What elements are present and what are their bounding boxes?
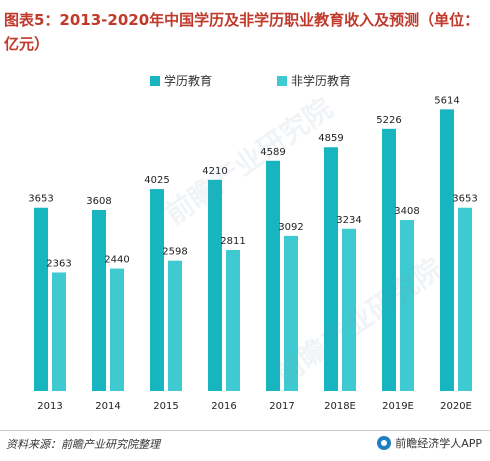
data-label-series-a-2016: 4210: [202, 166, 227, 177]
bar-series-b-2020E: [458, 207, 472, 391]
bar-series-a-2016: [208, 179, 222, 391]
legend-label-series-b: 非学历教育: [291, 74, 352, 88]
data-label-series-b-2020E: 3653: [452, 194, 477, 205]
chart-legend: 学历教育 非学历教育: [0, 72, 490, 92]
x-tick-label-2013: 2013: [37, 401, 62, 412]
bar-series-a-2017: [266, 160, 280, 391]
x-tick-label-2016: 2016: [211, 401, 236, 412]
data-label-series-a-2018E: 4859: [318, 133, 343, 144]
data-label-series-b-2016: 2811: [220, 236, 245, 247]
x-tick-label-2018E: 2018E: [324, 401, 356, 412]
bar-series-b-2017: [284, 235, 298, 391]
source-note: 资料来源：前瞻产业研究院整理: [6, 438, 160, 451]
brand-name: 前瞻经济学人APP: [395, 437, 482, 450]
brand-logo-icon: [377, 436, 392, 450]
data-label-series-b-2019E: 3408: [394, 206, 419, 217]
brand-label: 前瞻经济学人APP: [377, 435, 482, 451]
data-label-series-a-2017: 4589: [260, 147, 285, 158]
bar-series-b-2019E: [400, 220, 414, 391]
bar-series-a-2013: [34, 207, 48, 391]
data-label-series-a-2020E: 5614: [434, 95, 459, 106]
bar-series-b-2015: [168, 260, 182, 391]
data-label-series-b-2015: 2598: [162, 247, 187, 258]
bar-series-a-2020E: [440, 109, 454, 392]
x-tick-label-2020E: 2020E: [440, 401, 472, 412]
bar-series-a-2019E: [382, 128, 396, 392]
data-label-series-a-2015: 4025: [144, 175, 169, 186]
data-label-series-a-2014: 3608: [86, 196, 111, 207]
data-label-series-a-2019E: 5226: [376, 115, 401, 126]
bar-series-b-2014: [110, 268, 124, 391]
bar-series-a-2018E: [324, 147, 338, 391]
data-label-series-b-2013: 2363: [46, 258, 71, 269]
bar-series-a-2014: [92, 209, 106, 391]
bar-series-b-2018E: [342, 228, 356, 391]
bar-series-b-2013: [52, 272, 66, 391]
legend-label-series-a: 学历教育: [164, 74, 213, 88]
bar-series-a-2015: [150, 189, 164, 391]
bar-series-b-2016: [226, 249, 240, 391]
legend-swatch-series-a: [150, 75, 160, 86]
x-tick-label-2019E: 2019E: [382, 401, 414, 412]
data-label-series-b-2018E: 3234: [336, 215, 361, 226]
bar-chart: 3653 2363 2013 3608 2440 2014 4025 2598 2015 4210…: [28, 95, 477, 412]
chart-title: 图表5：2013-2020年中国学历及非学历职业教育收入及预测（单位：亿元）: [4, 11, 480, 53]
legend-swatch-series-b: [277, 75, 287, 86]
data-label-series-b-2014: 2440: [104, 255, 129, 266]
x-tick-label-2014: 2014: [95, 401, 120, 412]
x-tick-label-2015: 2015: [153, 401, 178, 412]
legend-item-series-b: 非学历教育: [277, 72, 351, 89]
x-tick-label-2017: 2017: [269, 401, 294, 412]
data-label-series-b-2017: 3092: [278, 222, 303, 233]
data-label-series-a-2013: 3653: [28, 194, 53, 205]
footer-divider: [0, 430, 490, 431]
legend-item-series-a: 学历教育: [150, 72, 212, 89]
